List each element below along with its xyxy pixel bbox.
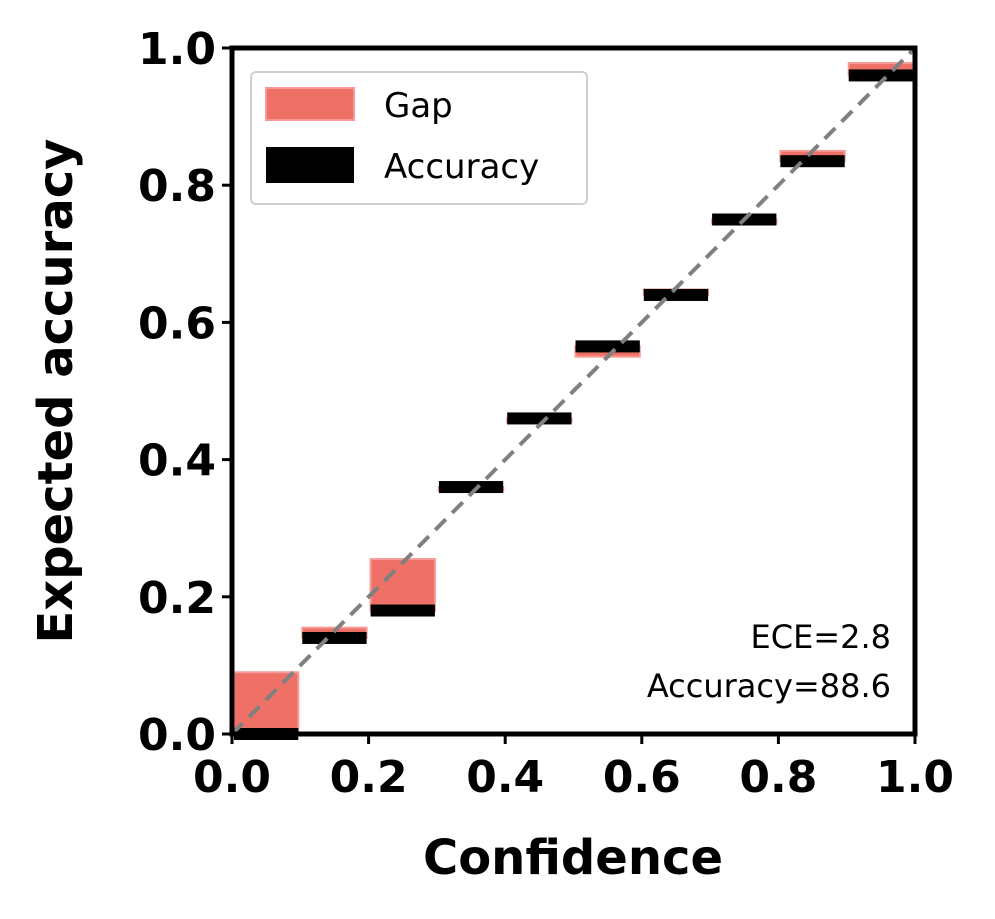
legend-gap-swatch bbox=[265, 87, 355, 121]
accuracy-bar-6 bbox=[643, 288, 709, 301]
x-tick-label: 0.6 bbox=[603, 752, 681, 803]
y-tick-label: 0.0 bbox=[138, 710, 216, 761]
legend-accuracy-swatch bbox=[266, 147, 354, 183]
x-tick-label: 0.0 bbox=[193, 752, 271, 803]
diagonal-layer bbox=[230, 46, 917, 736]
legend-gap-label: Gap bbox=[384, 86, 453, 126]
x-tick-label: 0.4 bbox=[466, 752, 544, 803]
accuracy-bar-4 bbox=[507, 412, 572, 425]
y-tick-label: 0.8 bbox=[138, 161, 216, 212]
x-tick-label: 0.8 bbox=[739, 752, 817, 803]
x-tick-label: 0.2 bbox=[330, 752, 408, 803]
y-tick-label: 0.4 bbox=[138, 436, 216, 487]
plot-frame bbox=[229, 45, 918, 737]
accuracy-annotation: Accuracy=88.6 bbox=[647, 667, 891, 705]
y-axis-title: Expected accuracy bbox=[28, 139, 84, 644]
y-tick-label: 0.2 bbox=[138, 573, 216, 624]
accuracy-bar-9 bbox=[848, 69, 913, 82]
ticks-layer: 0.0 0.2 0.4 0.6 0.8 1.0 0.0 0.2 0.4 0.6 0.8 1.0 bbox=[138, 24, 954, 803]
gap-bar-2 bbox=[369, 558, 436, 612]
x-tick-label: 1.0 bbox=[876, 752, 954, 803]
y-tick-label: 1.0 bbox=[138, 24, 216, 75]
legend: Gap Accuracy bbox=[250, 71, 588, 205]
perfect-calibration-line bbox=[230, 46, 917, 736]
accuracy-bar-3 bbox=[438, 481, 504, 494]
y-tick-label: 0.6 bbox=[138, 298, 216, 349]
accuracy-bar-8 bbox=[780, 155, 845, 168]
accuracy-bar-5 bbox=[575, 340, 640, 353]
ece-annotation: ECE=2.8 bbox=[751, 618, 891, 656]
legend-accuracy-label: Accuracy bbox=[384, 147, 539, 187]
accuracy-bar-1 bbox=[302, 631, 367, 644]
x-axis-title: Confidence bbox=[423, 830, 723, 886]
accuracy-bar-2 bbox=[370, 604, 435, 617]
